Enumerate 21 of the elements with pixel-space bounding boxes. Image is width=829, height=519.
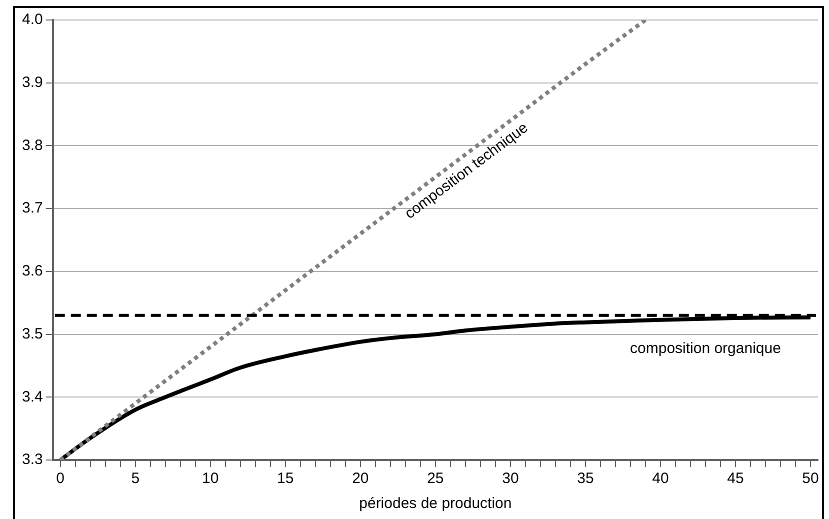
x-tick-label: 15 — [277, 470, 294, 488]
x-tick-label: 35 — [577, 470, 594, 488]
x-axis-title: périodes de production — [359, 495, 512, 512]
y-tick-label: 3.6 — [22, 262, 43, 280]
x-tick-label: 5 — [131, 470, 140, 488]
x-tick-label: 10 — [202, 470, 219, 488]
x-tick-label: 45 — [727, 470, 744, 488]
y-tick-label: 4.0 — [22, 11, 43, 28]
series-label: composition organique — [630, 340, 781, 357]
y-tick-label: 3.5 — [22, 325, 43, 342]
x-tick-label: 25 — [427, 470, 444, 488]
x-tick-label: 20 — [352, 470, 369, 488]
x-tick-label: 0 — [56, 470, 65, 488]
y-tick-label: 3.9 — [22, 74, 43, 91]
y-tick-label: 3.7 — [22, 200, 43, 217]
x-tick-label: 40 — [652, 470, 669, 488]
y-tick-label: 3.3 — [22, 451, 43, 468]
x-tick-label: 50 — [802, 470, 819, 488]
x-tick-label: 30 — [502, 470, 519, 488]
y-tick-label: 3.8 — [22, 136, 43, 154]
y-tick-label: 3.4 — [22, 388, 43, 406]
